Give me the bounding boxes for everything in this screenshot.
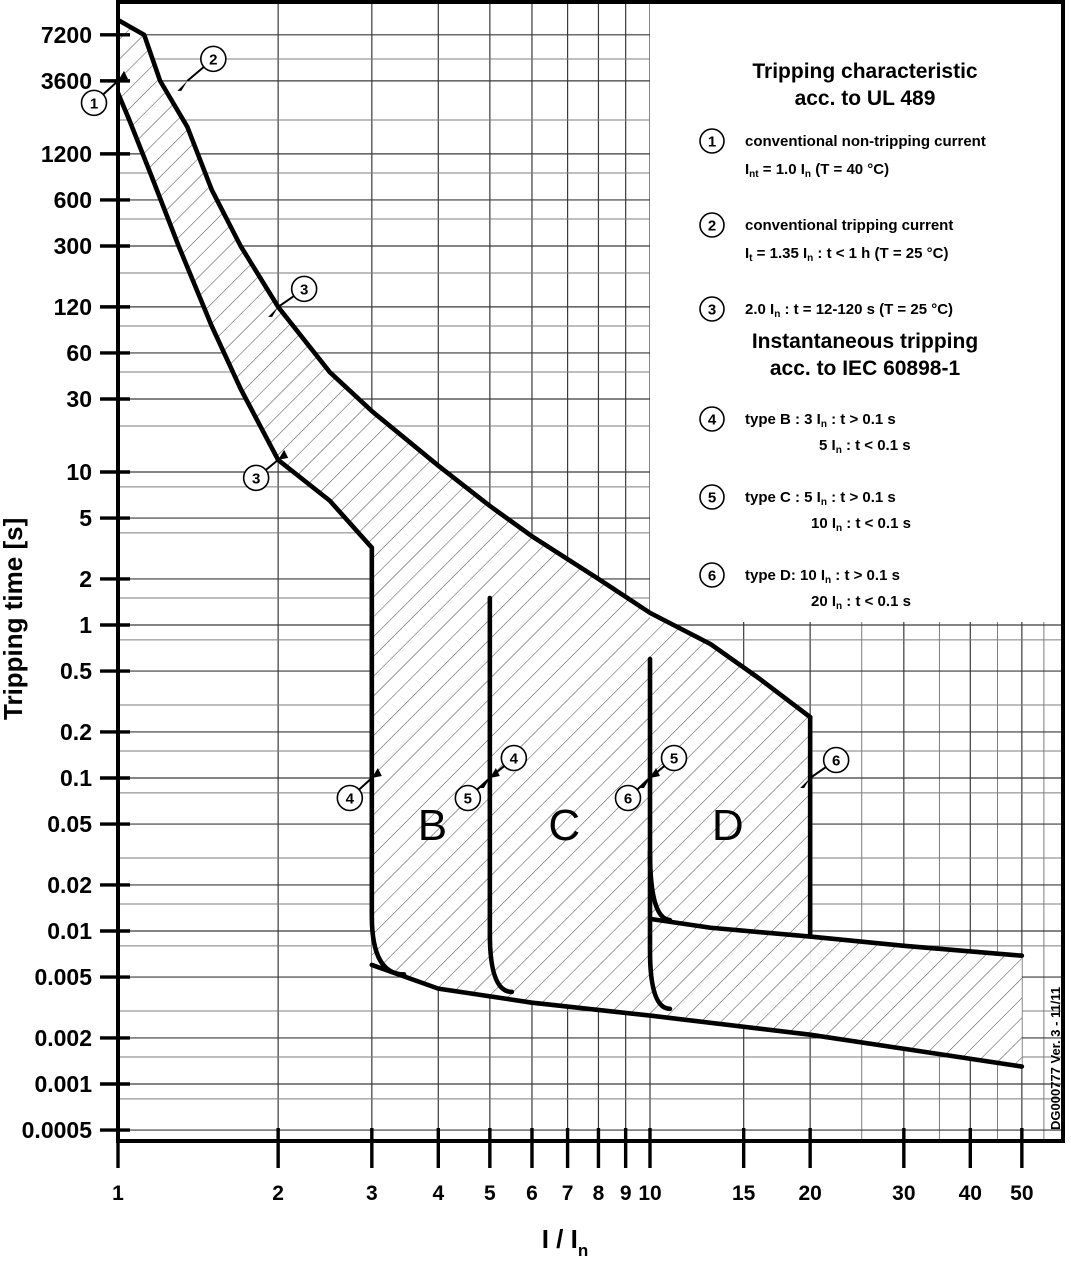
y-tick-label: 0.02	[47, 872, 92, 898]
svg-text:1: 1	[90, 95, 98, 112]
legend-line: 10 In : t < 0.1 s	[811, 515, 911, 534]
legend-subtitle-ul489: acc. to UL 489	[795, 87, 936, 110]
x-tick-label: 6	[526, 1182, 538, 1205]
x-tick-label: 40	[959, 1182, 982, 1205]
legend-marker-6: 6	[700, 563, 724, 587]
x-tick-label: 50	[1010, 1182, 1033, 1205]
y-tick-label: 0.1	[60, 765, 92, 791]
svg-text:4: 4	[510, 751, 519, 768]
legend-line: It = 1.35 In : t < 1 h (T = 25 °C)	[745, 245, 948, 264]
y-tick-label: 0.2	[60, 719, 92, 745]
y-tick-label: 5	[79, 505, 92, 531]
x-tick-label: 30	[892, 1182, 915, 1205]
legend-title-iec60898: Instantaneous tripping	[752, 330, 978, 353]
svg-text:5: 5	[670, 751, 678, 768]
legend-marker-2: 2	[700, 213, 724, 237]
y-tick-label: 30	[66, 386, 92, 412]
svg-text:4: 4	[708, 412, 717, 429]
legend-line: Int = 1.0 In (T = 40 °C)	[745, 161, 889, 180]
svg-text:3: 3	[300, 281, 308, 298]
x-tick-label: 7	[562, 1182, 574, 1205]
svg-text:5: 5	[464, 791, 472, 808]
svg-text:6: 6	[624, 791, 632, 808]
y-tick-label: 2	[79, 566, 92, 592]
zone-label-d: D	[712, 801, 744, 850]
y-tick-label: 0.05	[47, 811, 92, 837]
y-tick-label: 0.0005	[22, 1117, 93, 1143]
y-tick-label: 0.01	[47, 918, 92, 944]
document-reference: DG000777 Ver. 3 - 11/11	[1048, 987, 1063, 1130]
svg-text:1: 1	[708, 134, 716, 151]
legend-line: type D: 10 In : t > 0.1 s	[745, 567, 900, 586]
x-tick-label: 8	[593, 1182, 605, 1205]
y-tick-label: 60	[66, 340, 92, 366]
y-tick-label: 1	[79, 612, 92, 638]
legend-marker-1: 1	[700, 129, 724, 153]
legend-title-ul489: Tripping characteristic	[752, 60, 978, 83]
y-tick-label: 10	[66, 459, 92, 485]
x-tick-label: 5	[484, 1182, 496, 1205]
svg-text:3: 3	[252, 470, 260, 487]
zone-label-c: C	[548, 801, 580, 850]
y-tick-label: 3600	[41, 68, 92, 94]
y-axis-title-text: Tripping time [s]	[0, 518, 28, 720]
x-tick-label: 3	[366, 1182, 378, 1205]
legend-marker-5: 5	[700, 485, 724, 509]
chart-root: 7200360012006003001206030105210.50.20.10…	[0, 0, 1071, 1280]
x-tick-label: 15	[732, 1182, 756, 1205]
svg-text:2: 2	[209, 51, 217, 68]
legend-line: conventional tripping current	[745, 217, 953, 234]
legend-marker-3: 3	[700, 297, 724, 321]
svg-text:6: 6	[832, 753, 840, 770]
legend-line: conventional non-tripping current	[745, 133, 986, 150]
x-tick-label: 20	[798, 1182, 821, 1205]
y-tick-label: 1200	[41, 141, 92, 167]
y-tick-label: 0.001	[34, 1071, 92, 1097]
y-tick-label: 0.005	[34, 964, 92, 990]
svg-text:5: 5	[708, 490, 716, 507]
zone-label-b: B	[418, 801, 447, 850]
legend-subtitle-iec60898: acc. to IEC 60898-1	[770, 357, 961, 380]
y-tick-label: 120	[54, 294, 92, 320]
y-tick-label: 600	[54, 187, 92, 213]
x-tick-label: 9	[620, 1182, 632, 1205]
svg-text:2: 2	[708, 218, 716, 235]
svg-text:4: 4	[346, 791, 355, 808]
x-tick-label: 1	[112, 1182, 124, 1205]
legend-line: type B : 3 In : t > 0.1 s	[745, 411, 896, 430]
x-tick-label: 2	[272, 1182, 284, 1205]
legend-line: type C : 5 In : t > 0.1 s	[745, 489, 896, 508]
svg-text:6: 6	[708, 568, 716, 585]
document-reference-text: DG000777 Ver. 3 - 11/11	[1048, 987, 1063, 1130]
svg-text:3: 3	[708, 302, 716, 319]
y-tick-label: 0.5	[60, 658, 92, 684]
y-axis-title: Tripping time [s]	[0, 518, 28, 720]
x-tick-label: 10	[638, 1182, 661, 1205]
y-tick-label: 7200	[41, 22, 92, 48]
x-tick-label: 4	[432, 1182, 444, 1205]
tripping-characteristic-chart: 7200360012006003001206030105210.50.20.10…	[0, 0, 1071, 1280]
legend-marker-4: 4	[700, 407, 724, 431]
y-tick-label: 300	[54, 233, 92, 259]
y-tick-label: 0.002	[34, 1025, 92, 1051]
legend-line: 5 In : t < 0.1 s	[819, 437, 911, 456]
legend-line: 20 In : t < 0.1 s	[811, 593, 911, 612]
